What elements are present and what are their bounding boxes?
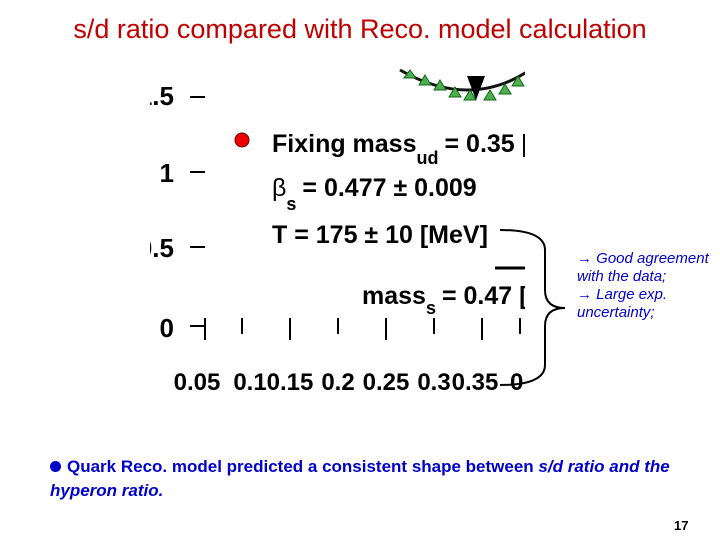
mass-sub: s xyxy=(426,298,436,318)
bullet: Quark Reco. model predicted a consistent… xyxy=(50,455,690,503)
legend-text: = 0.477 ± 0.009 xyxy=(302,174,476,202)
y-tick-label: 1.5 xyxy=(138,81,174,111)
legend-text: Fixing massud = 0.35 [GeV] xyxy=(272,130,588,168)
y-tick-label: 0 xyxy=(160,313,174,343)
marker xyxy=(467,76,485,100)
annotation-item: → Good agreement with the data; xyxy=(577,250,717,286)
x-ticks xyxy=(204,318,521,340)
x-tick-label: 0.35 xyxy=(452,369,499,396)
y-labels: 1.5 1 0.5 0 xyxy=(138,81,174,343)
page-number: 17 xyxy=(674,518,689,533)
annotation-item: → Large exp. uncertainty; xyxy=(577,286,717,322)
legend-sub: ud xyxy=(417,148,439,168)
y-tick-label: 1 xyxy=(160,158,174,188)
mass-text: = 0.47 [GeV] xyxy=(442,282,586,310)
legend-text: T = 175 ± 10 [MeV] xyxy=(272,221,488,249)
arrow: → xyxy=(577,286,592,303)
bullet-italic: s/d ratio and the hyperon ratio. xyxy=(50,457,670,500)
x-tick-label: 0. xyxy=(510,369,530,396)
legend-marker xyxy=(234,132,250,148)
y-tick-label: 0.5 xyxy=(138,233,174,263)
mass-label: masss = 0.47 [GeV] xyxy=(362,282,586,318)
points xyxy=(403,69,525,101)
legend-text: βs = 0.477 ± 0.009 xyxy=(272,174,477,214)
mass-text: mass xyxy=(362,282,426,310)
annotation: → Good agreement with the data; → Large … xyxy=(577,250,717,322)
x-tick-label: 0.15 xyxy=(267,369,314,396)
bullet-text: Quark Reco. model predicted a consistent… xyxy=(67,457,539,476)
x-tick-label: 0.2 xyxy=(321,369,354,396)
legend-sub: s xyxy=(286,194,296,214)
annotation-text: Good agreement with the data; xyxy=(577,250,709,285)
legend-text: Fixing mass xyxy=(272,130,417,158)
x-tick-label: 0.05 xyxy=(174,369,221,396)
legend-text: = 0.35 [GeV] xyxy=(445,130,589,158)
x-labels: 0.05 0.1 0.15 0.2 0.25 0.3 0.35 0. xyxy=(174,369,530,396)
x-tick-label: 0.25 xyxy=(363,369,410,396)
brace xyxy=(499,229,566,386)
x-tick-label: 0.3 xyxy=(417,369,450,396)
slide-title: s/d ratio compared with Reco. model calc… xyxy=(73,14,647,44)
plot-area: 1.5 1 0.5 0 0.05 0.1 0.15 0.2 0.25 0.3 0.35 0. Fix… xyxy=(138,68,588,396)
legend-text: β xyxy=(272,174,286,202)
curve xyxy=(399,68,525,92)
bullet-dot xyxy=(50,461,61,472)
annotation-text: Large exp. uncertainty; xyxy=(577,286,668,321)
arrow: → xyxy=(577,250,592,267)
x-tick-label: 0.1 xyxy=(233,369,266,396)
